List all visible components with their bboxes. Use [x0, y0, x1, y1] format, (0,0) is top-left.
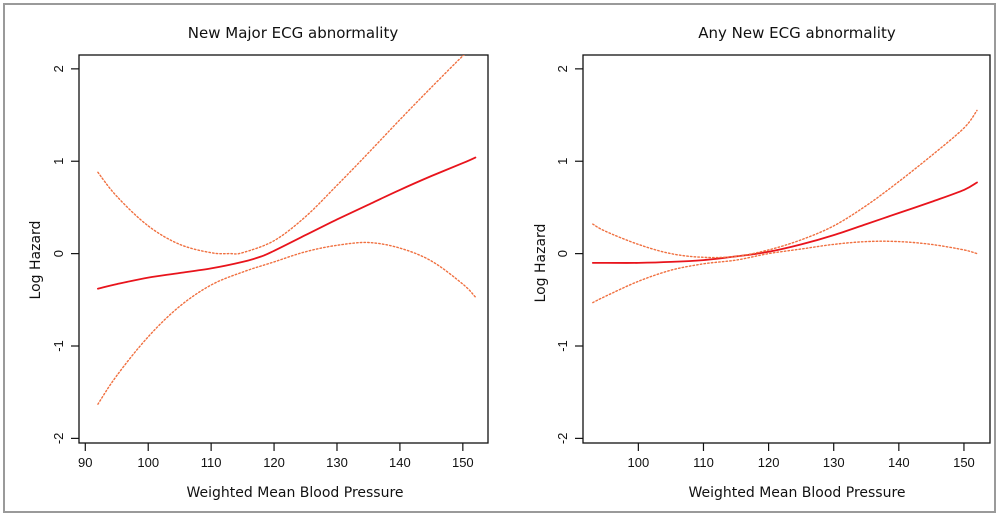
- y-tick-label-left-0: 0: [51, 250, 66, 257]
- x-tick-label-left-150: 150: [452, 455, 474, 470]
- x-tick-label-left-100: 100: [137, 455, 159, 470]
- plot-box-left: [78, 54, 489, 444]
- y-axis-label-right: Log Hazard: [533, 224, 549, 303]
- y-axis-label-left: Log Hazard: [28, 221, 44, 300]
- x-ticks-left: 90 100 110 120 130 140 150: [78, 443, 474, 470]
- chart-panel-left: New Major ECG abnormality 90 100 110 120 130…: [28, 24, 489, 501]
- x-tick-label-left-140: 140: [389, 455, 411, 470]
- chart-title-left: New Major ECG abnormality: [188, 24, 399, 42]
- x-axis-label-left: Weighted Mean Blood Pressure: [186, 485, 403, 501]
- estimate-line-left-0: [97, 156, 477, 290]
- y-tick-label-left--2: -2: [51, 433, 66, 445]
- x-tick-label-right-110: 110: [693, 455, 714, 470]
- y-tick-label-right--1: -1: [555, 340, 570, 352]
- x-tick-label-right-140: 140: [888, 455, 910, 470]
- x-tick-label-right-120: 120: [758, 455, 780, 470]
- x-tick-label-right-130: 130: [823, 455, 845, 470]
- y-tick-label-left--1: -1: [51, 340, 66, 352]
- x-tick-label-right-100: 100: [628, 455, 650, 470]
- y-tick-label-right-0: 0: [555, 250, 570, 257]
- y-tick-label-right-1: 1: [555, 158, 570, 165]
- x-ticks-right: 100 110 120 130 140 150: [628, 443, 975, 470]
- chart-panel-right: Any New ECG abnormality 100 110 120 130 140 1…: [533, 24, 991, 501]
- plot-box-right: [582, 54, 991, 444]
- y-ticks-right: -2 -1 0 1 2: [555, 65, 583, 444]
- series-group-right: [591, 109, 978, 304]
- series-group-left: [97, 55, 477, 405]
- y-tick-label-left-2: 2: [51, 65, 66, 72]
- confidence-band-line-left-2: [97, 241, 477, 405]
- confidence-band-line-left-1: [97, 55, 465, 255]
- confidence-band-line-right-1: [592, 109, 978, 259]
- y-tick-label-right--2: -2: [555, 433, 570, 445]
- x-tick-label-right-150: 150: [953, 455, 975, 470]
- x-axis-label-right: Weighted Mean Blood Pressure: [688, 485, 905, 501]
- y-tick-label-right-2: 2: [555, 65, 570, 72]
- x-tick-label-left-90: 90: [78, 455, 92, 470]
- y-tick-label-left-1: 1: [51, 158, 66, 165]
- x-tick-label-left-130: 130: [326, 455, 348, 470]
- chart-title-right: Any New ECG abnormality: [698, 24, 896, 42]
- x-tick-label-left-110: 110: [201, 455, 222, 470]
- x-tick-label-left-120: 120: [263, 455, 285, 470]
- figure-frame: [3, 3, 996, 513]
- confidence-band-line-right-2: [592, 240, 978, 304]
- estimate-line-right-0: [591, 181, 978, 264]
- y-ticks-left: -2 -1 0 1 2: [51, 65, 79, 444]
